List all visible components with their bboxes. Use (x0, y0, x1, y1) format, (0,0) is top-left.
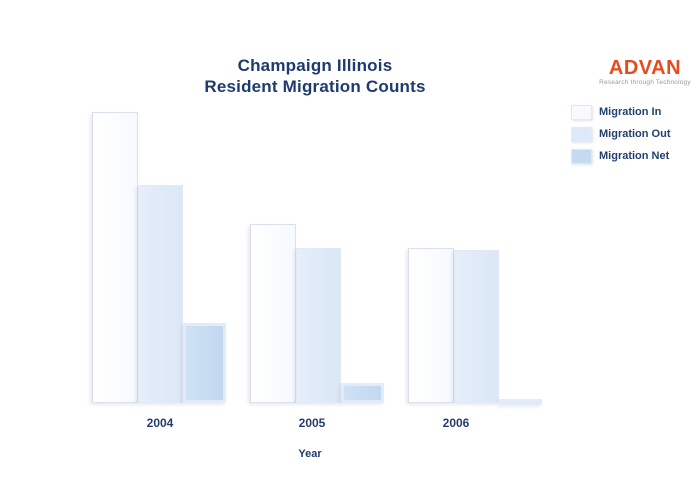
legend-item-migration-net: Migration Net (571, 145, 696, 167)
bar-migration-net-2005 (341, 383, 384, 403)
chart-title: Champaign Illinois Resident Migration Co… (115, 55, 515, 97)
advan-logo-wordmark: ADVAN (608, 57, 682, 79)
legend-label: Migration Net (599, 150, 670, 162)
legend: Migration In Migration Out Migration Net (571, 101, 696, 167)
bar-migration-in-2004 (92, 112, 138, 403)
legend-swatch-migration-out (571, 126, 592, 142)
legend-label: Migration In (599, 106, 662, 118)
legend-item-migration-in: Migration In (571, 101, 696, 123)
chart-title-line2: Resident Migration Counts (204, 77, 426, 96)
legend-label: Migration Out (599, 128, 671, 140)
bar-migration-net-2006 (499, 399, 542, 405)
bar-migration-in-2005 (250, 224, 296, 403)
bar-migration-in-2006 (408, 248, 454, 403)
x-tick-2005: 2005 (298, 416, 326, 430)
x-tick-2004: 2004 (146, 416, 174, 430)
legend-item-migration-out: Migration Out (571, 123, 696, 145)
bar-migration-out-2004 (138, 185, 183, 403)
advan-logo-tagline: Research through Technology (599, 79, 691, 86)
legend-swatch-migration-in (571, 104, 592, 120)
advan-logo: ADVAN Research through Technology (598, 57, 692, 93)
bar-migration-net-2004 (183, 323, 226, 403)
chart-title-line1: Champaign Illinois (237, 56, 393, 75)
bar-migration-out-2006 (454, 250, 499, 403)
legend-swatch-migration-net (571, 148, 592, 164)
bar-migration-out-2005 (296, 248, 341, 403)
x-axis-title: Year (298, 448, 322, 460)
x-tick-2006: 2006 (442, 416, 470, 430)
